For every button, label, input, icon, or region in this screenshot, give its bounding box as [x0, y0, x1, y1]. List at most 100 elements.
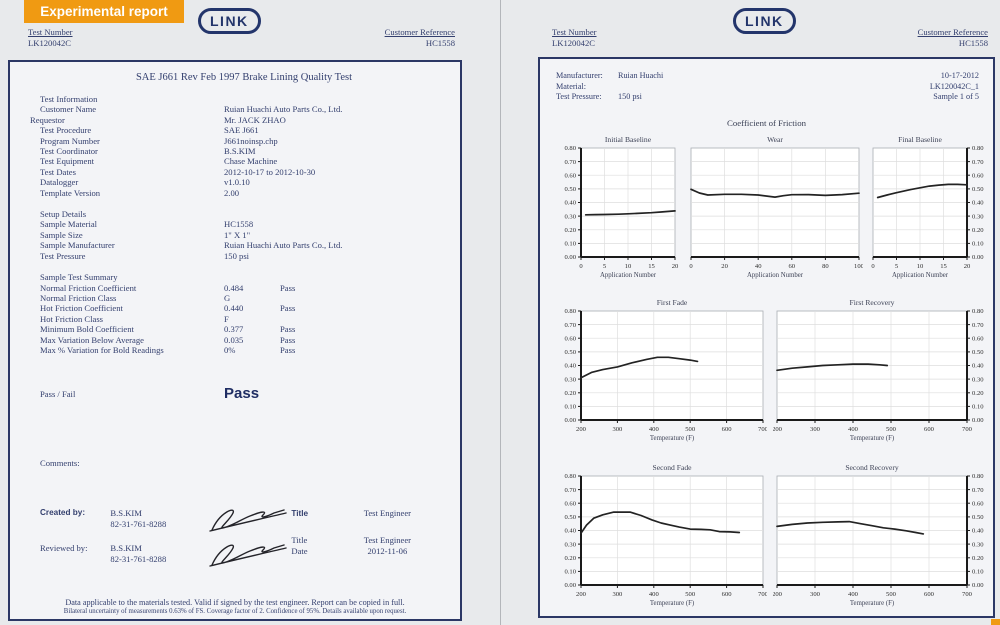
svg-text:0.40: 0.40	[564, 527, 576, 534]
svg-text:0: 0	[579, 263, 583, 270]
sample-id: LK120042C_1	[929, 81, 979, 91]
first-fade-plot: First Fade 0.00 0.10 0.20 0.30 0.40 0.50 0.60 0.…	[564, 298, 767, 442]
svg-text:700: 700	[962, 591, 973, 598]
svg-text:600: 600	[924, 426, 935, 433]
svg-text:10: 10	[625, 263, 632, 270]
title-label: Title	[291, 535, 308, 546]
svg-text:0.10: 0.10	[972, 240, 984, 247]
svg-text:0.70: 0.70	[564, 159, 576, 166]
svg-text:20: 20	[964, 263, 971, 270]
svg-text:400: 400	[848, 591, 859, 598]
svg-text:10: 10	[917, 263, 924, 270]
svg-text:0.70: 0.70	[972, 487, 984, 494]
status-text: Pass	[280, 334, 296, 345]
initial-baseline-plot: Initial Baseline 0.00 0.10 0.20 0.30 0.40 0.50…	[564, 135, 679, 279]
svg-text:0.50: 0.50	[972, 349, 984, 356]
info-row: Sample Size 1" X 1"	[40, 229, 251, 240]
chart-second-fade: Second Fade 0.00 0.10 0.20 0.30 0.40 0.50 0.60 0…	[557, 461, 767, 611]
final-baseline-plot: Final Baseline 0.00 0.10 0.20 0.30 0.40 0.50 0.…	[871, 135, 984, 279]
svg-text:0.50: 0.50	[564, 186, 576, 193]
svg-text:200: 200	[773, 426, 783, 433]
summary-row: Max Variation Below Average 0.035 Pass	[40, 334, 296, 345]
customer-reference-field: Customer Reference HC1558	[300, 27, 455, 48]
first-recovery-plot: First Recovery 0.00 0.10 0.20 0.30 0.40 0.50 0.…	[773, 298, 984, 442]
svg-text:0.30: 0.30	[564, 541, 576, 548]
chart-second-recovery: Second Recovery 0.00 0.10 0.20 0.30 0.40 0.50 0…	[773, 461, 991, 611]
section-heading: Sample Test Summary	[40, 272, 118, 283]
svg-text:0.40: 0.40	[564, 199, 576, 206]
svg-text:0.30: 0.30	[972, 541, 984, 548]
reviewed-by-row: Reviewed by: B.S.KIM 82-31-761-8288 Title…	[40, 535, 448, 571]
svg-text:Temperature (F): Temperature (F)	[850, 435, 894, 442]
second-recovery-plot: Second Recovery 0.00 0.10 0.20 0.30 0.40 0.50 0…	[773, 463, 984, 607]
svg-text:Temperature (F): Temperature (F)	[650, 600, 694, 607]
title-value: Test Engineer	[363, 535, 412, 546]
svg-text:Initial Baseline: Initial Baseline	[605, 135, 652, 144]
svg-text:0.30: 0.30	[564, 376, 576, 383]
svg-text:400: 400	[649, 426, 660, 433]
svg-text:700: 700	[758, 426, 767, 433]
svg-text:0.20: 0.20	[564, 555, 576, 562]
svg-text:300: 300	[612, 591, 623, 598]
svg-text:600: 600	[722, 591, 733, 598]
svg-text:500: 500	[685, 426, 696, 433]
test-date: 10-17-2012	[940, 71, 979, 80]
svg-text:0.60: 0.60	[564, 500, 576, 507]
status-text: Pass	[280, 344, 296, 355]
reviewed-by-name: B.S.KIM	[110, 543, 142, 554]
link-logo: LINK	[733, 8, 796, 34]
status-text: Pass	[280, 303, 296, 314]
svg-text:0: 0	[871, 263, 875, 270]
svg-text:60: 60	[789, 263, 796, 270]
svg-text:0.70: 0.70	[564, 322, 576, 329]
svg-text:0.80: 0.80	[564, 473, 576, 480]
test-number-label: Test Number	[552, 27, 597, 37]
customer-reference-field: Customer Reference HC1558	[830, 27, 988, 48]
svg-text:600: 600	[924, 591, 935, 598]
pass-fail-row: Pass / Fail Pass	[40, 385, 448, 402]
svg-text:0.10: 0.10	[972, 568, 984, 575]
summary-row: Normal Friction Class G	[40, 292, 231, 303]
svg-text:Application Number: Application Number	[747, 272, 804, 279]
section-heading: Test Information	[40, 94, 98, 104]
svg-text:0.60: 0.60	[972, 500, 984, 507]
svg-text:200: 200	[576, 591, 587, 598]
test-number-label: Test Number	[28, 27, 73, 37]
svg-text:0.00: 0.00	[564, 582, 576, 589]
svg-text:0.80: 0.80	[972, 473, 984, 480]
svg-text:Temperature (F): Temperature (F)	[650, 435, 694, 442]
chart-initial-baseline: Initial Baseline 0.00 0.10 0.20 0.30 0.40 0.50…	[557, 133, 679, 283]
chart-first-fade: First Fade 0.00 0.10 0.20 0.30 0.40 0.50 0.60 0.…	[557, 296, 767, 446]
wear-plot: Wear 0 20 40 60 80 100 Application Number	[689, 135, 863, 279]
customer-reference-value: HC1558	[958, 37, 988, 48]
svg-text:Second Recovery: Second Recovery	[845, 463, 899, 472]
customer-reference-label: Customer Reference	[384, 27, 455, 37]
test-number-field: Test Number LK120042C	[28, 27, 73, 48]
svg-text:5: 5	[603, 263, 607, 270]
info-row: Test Procedure SAE J661	[40, 125, 259, 136]
svg-text:100: 100	[854, 263, 863, 270]
svg-text:700: 700	[758, 591, 767, 598]
svg-text:0.30: 0.30	[972, 376, 984, 383]
info-row: Sample Material HC1558	[40, 219, 254, 230]
pass-fail-label: Pass / Fail	[40, 389, 76, 400]
created-by-row: Created by: B.S.KIM 82-31-761-8288 Title T…	[40, 508, 448, 536]
corner-accent	[991, 619, 1000, 625]
svg-text:0.40: 0.40	[564, 362, 576, 369]
svg-text:0.20: 0.20	[564, 227, 576, 234]
footer-line-1: Data applicable to the materials tested.…	[65, 598, 405, 607]
summary-row: Minimum Bold Coefficient 0.377 Pass	[40, 324, 296, 335]
charts-title: Coefficient of Friction	[727, 117, 806, 128]
svg-text:0.70: 0.70	[564, 487, 576, 494]
svg-text:Application Number: Application Number	[600, 272, 657, 279]
info-row: Sample Manufacturer Ruian Huachi Auto Par…	[40, 240, 343, 251]
svg-text:0.00: 0.00	[564, 417, 576, 424]
meta-row: Test Pressure: 150 psi	[556, 92, 642, 102]
test-number-field: Test Number LK120042C	[552, 27, 597, 48]
info-row: Test Pressure 150 psi	[40, 250, 250, 261]
svg-text:500: 500	[685, 591, 696, 598]
report-page-1: SAE J661 Rev Feb 1997 Brake Lining Quali…	[8, 60, 462, 621]
svg-text:400: 400	[649, 591, 660, 598]
title-value: Test Engineer	[363, 508, 412, 519]
reviewed-by-phone: 82-31-761-8288	[110, 553, 167, 564]
